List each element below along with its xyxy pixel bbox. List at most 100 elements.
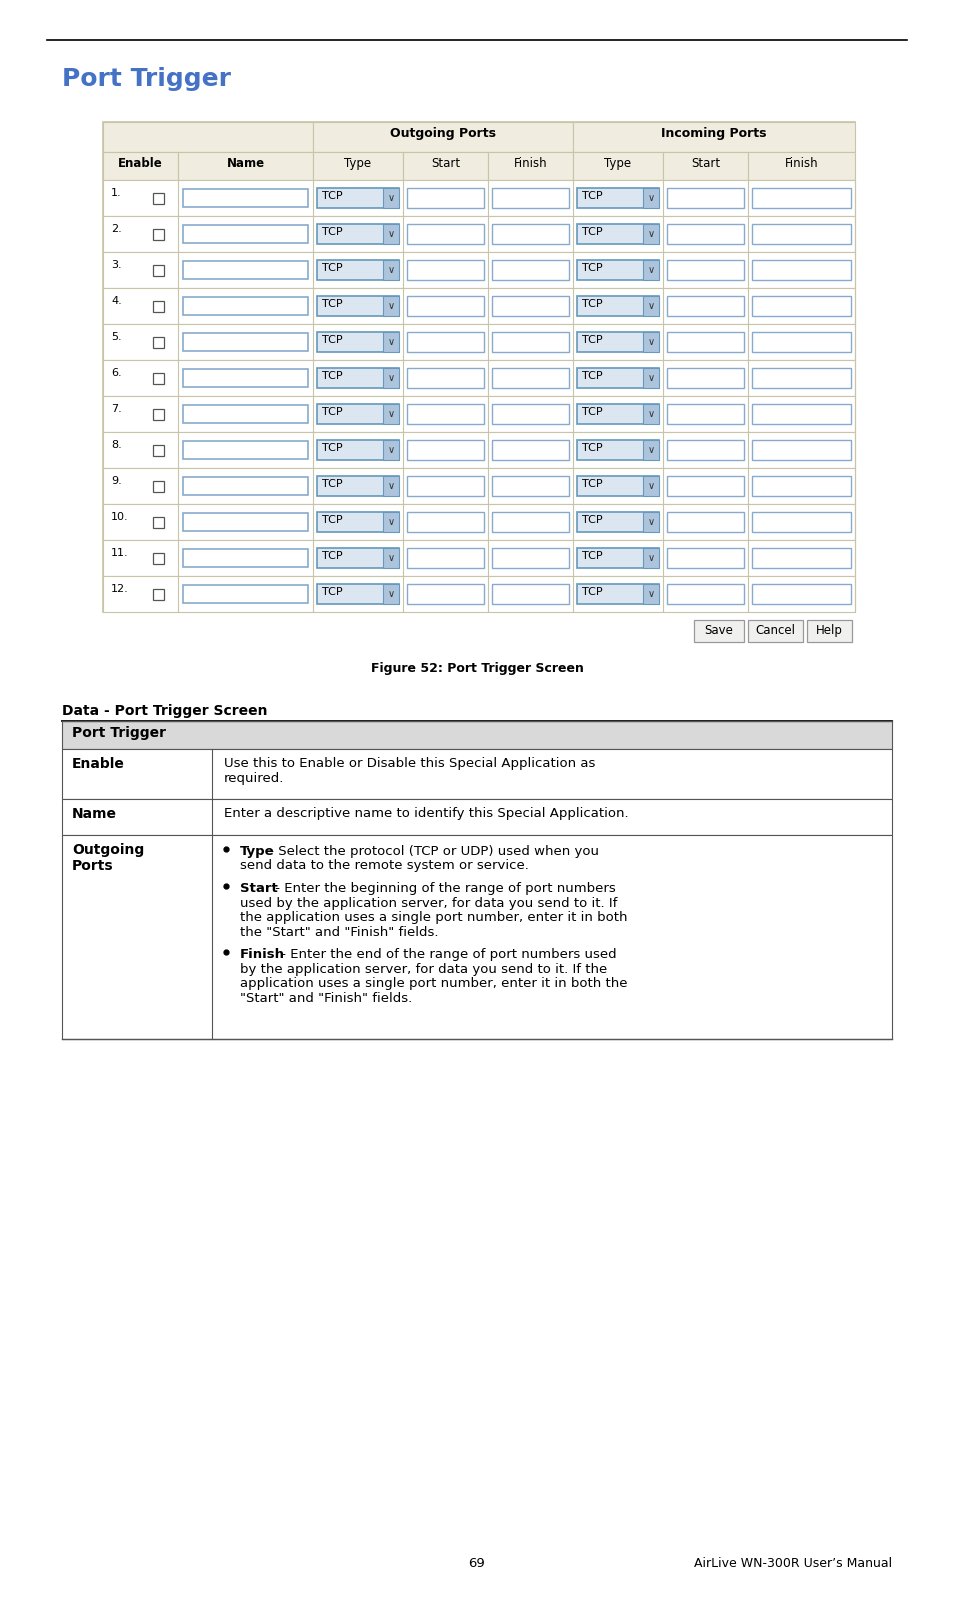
Text: ∨: ∨	[387, 480, 395, 492]
Text: 5.: 5.	[111, 332, 121, 342]
Text: TCP: TCP	[581, 479, 602, 488]
Bar	[316, 224, 398, 243]
Text: ∨: ∨	[647, 445, 654, 455]
Bar	[382, 297, 398, 316]
Bar	[103, 324, 854, 359]
Bar	[103, 251, 854, 289]
Bar	[666, 513, 743, 532]
Bar	[666, 405, 743, 424]
Bar	[402, 152, 488, 181]
Text: Start: Start	[240, 882, 277, 895]
Text: TCP: TCP	[322, 406, 342, 418]
Text: TCP: TCP	[322, 298, 342, 310]
Bar	[407, 548, 483, 567]
Text: ∨: ∨	[387, 409, 395, 419]
Bar	[642, 513, 659, 532]
Bar	[407, 405, 483, 424]
Bar	[62, 750, 891, 800]
Bar	[666, 584, 743, 604]
Bar	[751, 513, 850, 532]
Text: ∨: ∨	[647, 517, 654, 527]
Text: ∨: ∨	[387, 193, 395, 203]
Text: 6.: 6.	[111, 368, 121, 377]
Bar	[577, 297, 659, 316]
Bar	[178, 152, 313, 181]
Text: 9.: 9.	[111, 476, 122, 485]
Bar	[62, 835, 891, 1040]
Bar	[62, 721, 891, 750]
Text: TCP: TCP	[322, 587, 342, 596]
Text: TCP: TCP	[581, 443, 602, 453]
Text: TCP: TCP	[322, 371, 342, 380]
Bar	[382, 332, 398, 351]
Bar	[407, 368, 483, 388]
Bar	[666, 476, 743, 496]
Text: Type: Type	[604, 156, 631, 169]
Bar	[666, 368, 743, 388]
Bar	[103, 152, 178, 181]
Text: "Start" and "Finish" fields.: "Start" and "Finish" fields.	[240, 991, 412, 1004]
Text: ∨: ∨	[387, 229, 395, 239]
Bar	[642, 476, 659, 496]
Text: ∨: ∨	[387, 445, 395, 455]
Bar	[577, 368, 659, 388]
Bar	[407, 224, 483, 243]
Bar	[316, 297, 398, 316]
Text: TCP: TCP	[581, 551, 602, 561]
Bar	[316, 405, 398, 424]
Bar	[747, 621, 802, 642]
Bar	[492, 476, 568, 496]
Bar	[407, 476, 483, 496]
Text: Enter a descriptive name to identify this Special Application.: Enter a descriptive name to identify thi…	[224, 808, 628, 821]
Text: TCP: TCP	[581, 514, 602, 526]
Text: ∨: ∨	[647, 264, 654, 276]
Text: ∨: ∨	[647, 409, 654, 419]
Bar	[693, 621, 743, 642]
Bar	[183, 550, 308, 567]
Bar	[751, 260, 850, 280]
Text: - Select the protocol (TCP or UDP) used when you: - Select the protocol (TCP or UDP) used …	[265, 845, 598, 858]
Bar	[313, 152, 402, 181]
Bar	[751, 297, 850, 316]
Text: TCP: TCP	[322, 551, 342, 561]
Text: TCP: TCP	[322, 514, 342, 526]
Text: ∨: ∨	[647, 229, 654, 239]
Bar	[492, 297, 568, 316]
Text: ∨: ∨	[647, 301, 654, 311]
Bar	[152, 553, 164, 564]
Bar	[666, 189, 743, 208]
Bar	[316, 332, 398, 351]
Bar	[103, 540, 854, 575]
Bar	[316, 548, 398, 567]
Text: TCP: TCP	[322, 335, 342, 345]
Text: Use this to Enable or Disable this Special Application as
required.: Use this to Enable or Disable this Speci…	[224, 758, 595, 785]
Bar	[751, 476, 850, 496]
Bar	[751, 405, 850, 424]
Text: AirLive WN-300R User’s Manual: AirLive WN-300R User’s Manual	[693, 1557, 891, 1570]
Bar	[183, 442, 308, 459]
Text: TCP: TCP	[581, 190, 602, 202]
Bar	[577, 584, 659, 604]
Text: Data - Port Trigger Screen: Data - Port Trigger Screen	[62, 704, 267, 717]
Text: used by the application server, for data you send to it. If: used by the application server, for data…	[240, 896, 617, 909]
Bar	[751, 224, 850, 243]
Text: ∨: ∨	[387, 301, 395, 311]
Bar	[183, 297, 308, 314]
Text: TCP: TCP	[322, 443, 342, 453]
Bar	[407, 440, 483, 459]
Bar	[642, 189, 659, 208]
Bar	[642, 332, 659, 351]
Bar	[577, 476, 659, 496]
Text: ∨: ∨	[647, 480, 654, 492]
Bar	[751, 440, 850, 459]
Bar	[103, 181, 854, 216]
Text: 69: 69	[468, 1557, 485, 1570]
Text: Figure 52: Port Trigger Screen: Figure 52: Port Trigger Screen	[370, 663, 583, 675]
Bar	[183, 585, 308, 603]
Text: - Enter the beginning of the range of port numbers: - Enter the beginning of the range of po…	[271, 882, 615, 895]
Text: - Enter the end of the range of port numbers used: - Enter the end of the range of port num…	[277, 948, 617, 961]
Text: ∨: ∨	[647, 337, 654, 347]
Bar	[313, 123, 573, 152]
Bar	[103, 216, 854, 251]
Text: Port Trigger: Port Trigger	[62, 68, 231, 90]
